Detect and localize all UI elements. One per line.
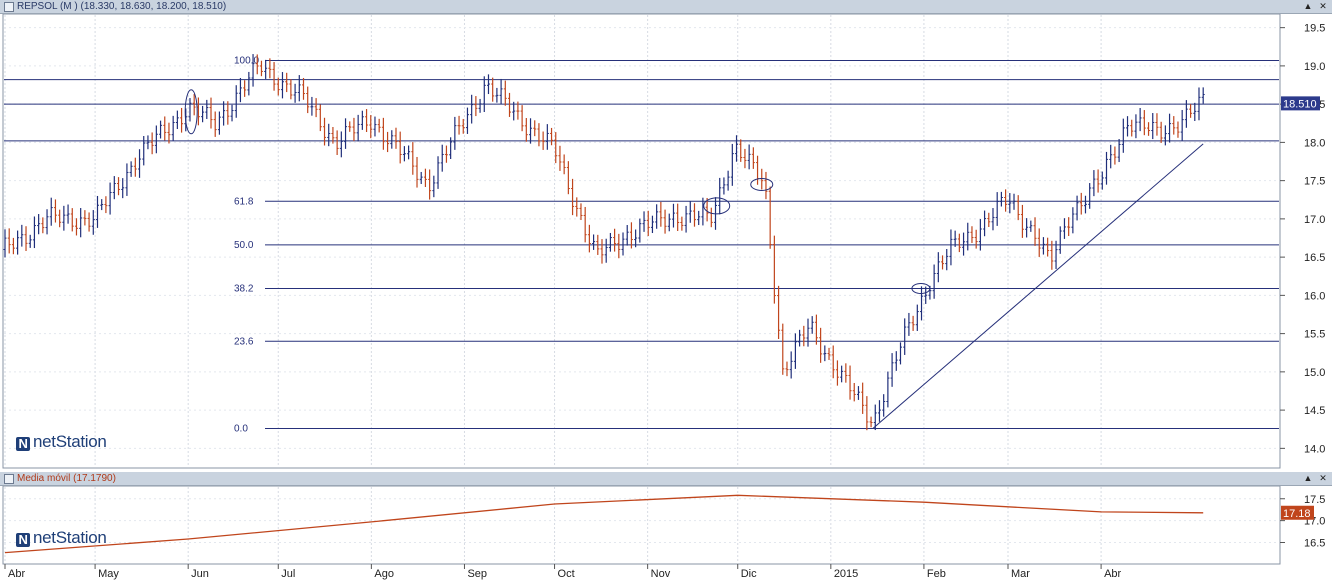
- fibonacci-label: 23.6: [234, 336, 254, 347]
- main-panel-header: REPSOL (M ) (18.330, 18.630, 18.200, 18.…: [0, 0, 1332, 14]
- moving-average-line[interactable]: [4, 494, 1204, 554]
- x-tick-label: Dic: [741, 568, 757, 580]
- sub-panel-title: Media móvil (17.1790): [17, 473, 116, 484]
- y-tick-label: 17.5: [1304, 176, 1325, 188]
- fibonacci-label: 50.0: [234, 240, 254, 251]
- y-tick-label: 18.0: [1304, 137, 1325, 149]
- y-tick-label: 14.5: [1304, 405, 1325, 417]
- netstation-logo-mark: N: [16, 533, 30, 547]
- annotation-ellipse[interactable]: [184, 89, 198, 135]
- moving-average-chart[interactable]: 17.517.016.5 17.18 Abr May Jun Jul Ago Sep Oct…: [0, 486, 1332, 582]
- panel-square-icon[interactable]: [4, 474, 14, 484]
- y-tick-label: 17.5: [1304, 494, 1325, 506]
- y-tick-label: 16.5: [1304, 538, 1325, 550]
- annotation-ellipse[interactable]: [911, 282, 931, 294]
- x-tick-label: Mar: [1011, 568, 1030, 580]
- last-ma-badge-text: 17.18: [1283, 508, 1311, 520]
- x-tick-label: May: [98, 568, 119, 580]
- x-tick-label: Feb: [927, 568, 946, 580]
- x-tick-label: Ago: [374, 568, 394, 580]
- trendline[interactable]: [872, 143, 1204, 429]
- collapse-icon[interactable]: ▲: [1303, 1, 1313, 11]
- main-panel-title: REPSOL (M ) (18.330, 18.630, 18.200, 18.…: [17, 1, 227, 12]
- x-tick-label: 2015: [834, 568, 858, 580]
- y-tick-label: 15.5: [1304, 329, 1325, 341]
- annotation-ellipse[interactable]: [703, 197, 731, 215]
- fibonacci-label: 38.2: [234, 283, 254, 294]
- x-tick-label: Abr: [1104, 568, 1121, 580]
- price-chart[interactable]: 100.061.850.038.223.60.0 19.519.018.518.…: [0, 14, 1332, 470]
- y-tick-label: 16.0: [1304, 290, 1325, 302]
- last-price-badge: [1281, 96, 1320, 111]
- y-tick-label: 19.0: [1304, 61, 1325, 73]
- netstation-logo-text: netStation: [33, 432, 107, 451]
- close-icon[interactable]: ✕: [1319, 1, 1327, 11]
- last-price-badge-text: 18.510: [1283, 98, 1317, 110]
- last-ma-badge: [1281, 505, 1314, 520]
- fibonacci-label: 0.0: [234, 423, 248, 434]
- annotation-ellipse[interactable]: [750, 177, 774, 191]
- netstation-logo-mark: N: [16, 437, 30, 451]
- x-tick-label: Jun: [191, 568, 209, 580]
- panel-square-icon[interactable]: [4, 2, 14, 12]
- y-tick-label: 17.0: [1304, 214, 1325, 226]
- netstation-logo-text: netStation: [33, 528, 107, 547]
- collapse-icon[interactable]: ▲: [1303, 473, 1313, 483]
- x-tick-label: Nov: [651, 568, 671, 580]
- x-tick-label: Jul: [281, 568, 295, 580]
- fibonacci-label: 100.0: [234, 56, 259, 67]
- sub-panel-header: Media móvil (17.1790) ▲ ✕: [0, 472, 1332, 486]
- fibonacci-label: 61.8: [234, 196, 254, 207]
- x-tick-label: Abr: [8, 568, 25, 580]
- x-tick-label: Oct: [558, 568, 575, 580]
- y-tick-label: 19.5: [1304, 23, 1325, 35]
- y-tick-label: 16.5: [1304, 252, 1325, 264]
- y-tick-label: 14.0: [1304, 443, 1325, 455]
- y-tick-label: 15.0: [1304, 367, 1325, 379]
- x-tick-label: Sep: [467, 568, 487, 580]
- close-icon[interactable]: ✕: [1319, 473, 1327, 483]
